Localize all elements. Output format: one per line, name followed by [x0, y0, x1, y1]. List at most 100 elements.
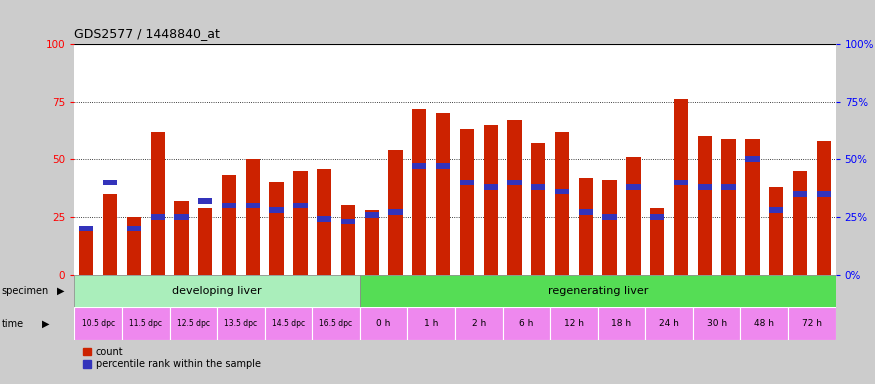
Text: 48 h: 48 h [754, 319, 774, 328]
Text: developing liver: developing liver [172, 286, 262, 296]
Bar [360, 307, 408, 340]
Text: 12 h: 12 h [564, 319, 584, 328]
Text: GDS2577 / 1448840_at: GDS2577 / 1448840_at [74, 27, 220, 40]
Text: 30 h: 30 h [707, 319, 727, 328]
Bar [769, 187, 783, 275]
Bar [293, 203, 307, 208]
Bar [436, 113, 451, 275]
Bar [650, 214, 664, 220]
Bar [816, 141, 831, 275]
Bar [217, 307, 265, 340]
Bar [198, 198, 213, 204]
Bar [603, 180, 617, 275]
Bar [246, 159, 260, 275]
Bar [198, 208, 213, 275]
Bar [507, 180, 522, 185]
Bar [459, 180, 474, 185]
Bar [650, 208, 664, 275]
Bar [793, 191, 807, 197]
Text: 1 h: 1 h [424, 319, 438, 328]
Bar [459, 129, 474, 275]
Bar [365, 210, 379, 275]
Bar [174, 214, 189, 220]
Bar [103, 194, 117, 275]
Bar [79, 226, 94, 275]
Bar [408, 307, 455, 340]
Bar [626, 157, 640, 275]
Text: 16.5 dpc: 16.5 dpc [319, 319, 353, 328]
Bar [122, 307, 170, 340]
Bar [555, 189, 570, 194]
Bar [484, 125, 498, 275]
Text: 72 h: 72 h [802, 319, 822, 328]
Bar [341, 219, 355, 224]
Text: time: time [2, 318, 24, 329]
Bar [578, 210, 593, 215]
Bar [222, 175, 236, 275]
Bar [174, 201, 189, 275]
Bar [550, 307, 598, 340]
Bar [455, 307, 502, 340]
Bar [150, 132, 164, 275]
Bar [79, 226, 94, 231]
Text: 0 h: 0 h [376, 319, 391, 328]
Bar [746, 139, 760, 275]
Bar [674, 99, 688, 275]
Legend: count, percentile rank within the sample: count, percentile rank within the sample [80, 343, 264, 373]
Text: 13.5 dpc: 13.5 dpc [224, 319, 257, 328]
Text: 6 h: 6 h [519, 319, 534, 328]
Bar [722, 139, 736, 275]
Bar [103, 180, 117, 185]
Text: 10.5 dpc: 10.5 dpc [81, 319, 115, 328]
Text: regenerating liver: regenerating liver [548, 286, 648, 296]
Bar [555, 132, 570, 275]
Bar [697, 136, 712, 275]
Bar [412, 109, 426, 275]
Bar [531, 184, 545, 190]
Bar [740, 307, 788, 340]
Bar [360, 275, 848, 307]
Text: 24 h: 24 h [659, 319, 679, 328]
Text: ▶: ▶ [57, 286, 65, 296]
Text: 11.5 dpc: 11.5 dpc [130, 319, 162, 328]
Bar [598, 307, 646, 340]
Bar [270, 207, 284, 213]
Bar [578, 178, 593, 275]
Bar [531, 143, 545, 275]
Bar [222, 203, 236, 208]
Bar [388, 210, 402, 215]
Bar [365, 212, 379, 217]
Text: ▶: ▶ [42, 318, 50, 329]
Bar [788, 307, 836, 340]
Bar [246, 203, 260, 208]
Bar [317, 217, 332, 222]
Bar [127, 217, 141, 275]
Bar [674, 180, 688, 185]
Bar [646, 307, 693, 340]
Bar [127, 226, 141, 231]
Bar [816, 191, 831, 197]
Bar [341, 205, 355, 275]
Bar [746, 157, 760, 162]
Bar [793, 171, 807, 275]
Bar [317, 169, 332, 275]
Text: 12.5 dpc: 12.5 dpc [177, 319, 210, 328]
Text: 18 h: 18 h [612, 319, 632, 328]
Bar [170, 307, 217, 340]
Bar [697, 184, 712, 190]
Text: specimen: specimen [2, 286, 49, 296]
Bar [484, 184, 498, 190]
Bar [412, 164, 426, 169]
Bar [507, 120, 522, 275]
Bar [74, 307, 122, 340]
Bar [603, 214, 617, 220]
Bar [312, 307, 360, 340]
Bar [626, 184, 640, 190]
Bar [74, 275, 360, 307]
Bar [293, 171, 307, 275]
Text: 2 h: 2 h [472, 319, 486, 328]
Bar [769, 207, 783, 213]
Text: 14.5 dpc: 14.5 dpc [272, 319, 305, 328]
Bar [722, 184, 736, 190]
Bar [265, 307, 312, 340]
